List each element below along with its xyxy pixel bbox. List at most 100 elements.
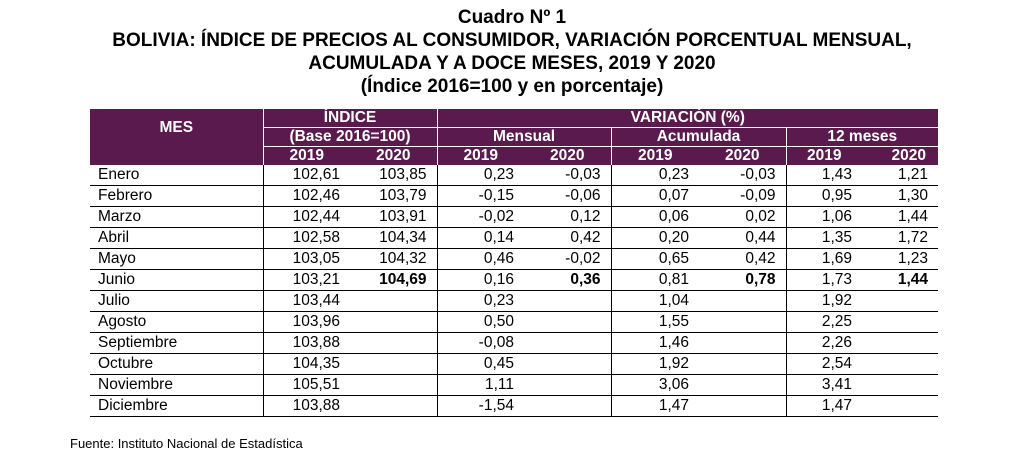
table-row: Septiembre 103,88 -0,08 1,46 2,26 — [90, 332, 939, 354]
cell-d2019: 1,73 — [785, 269, 863, 291]
header-year: 2019 — [785, 146, 863, 165]
header-variacion: VARIACIÓN (%) — [436, 109, 939, 128]
cell-i2019: 103,21 — [262, 269, 350, 291]
cell-d2019: 1,43 — [785, 165, 863, 186]
cell-d2020: 1,44 — [862, 269, 939, 291]
cell-i2019: 103,88 — [262, 395, 350, 417]
cell-m2019: 0,14 — [436, 227, 525, 249]
cell-i2019: 102,61 — [262, 165, 350, 186]
cell-a2019: 0,20 — [610, 227, 700, 249]
cell-d2019: 1,92 — [785, 290, 863, 312]
cell-m2019: 0,16 — [436, 269, 525, 291]
cell-d2019: 3,41 — [785, 374, 863, 396]
cell-a2019: 1,47 — [610, 395, 700, 417]
cell-i2020: 103,91 — [350, 206, 438, 228]
row-month: Agosto — [90, 311, 263, 333]
table-row: Noviembre 105,51 1,11 3,06 3,41 — [90, 374, 939, 396]
cell-i2020: 104,34 — [350, 227, 438, 249]
title-line-1: BOLIVIA: ÍNDICE DE PRECIOS AL CONSUMIDOR… — [112, 30, 912, 51]
cell-d2020 — [862, 290, 939, 312]
cell-a2019: 0,81 — [610, 269, 700, 291]
header-year: 2019 — [436, 146, 525, 165]
cell-m2019: 0,23 — [436, 290, 525, 312]
cell-d2020: 1,30 — [862, 185, 939, 207]
cell-a2019: 1,04 — [610, 290, 700, 312]
table-title: Cuadro Nº 1 BOLIVIA: ÍNDICE DE PRECIOS A… — [0, 6, 1024, 98]
cell-i2019: 102,46 — [262, 185, 350, 207]
cell-a2020: 0,42 — [699, 248, 787, 270]
row-month: Octubre — [90, 353, 263, 375]
cell-a2019: 0,06 — [610, 206, 700, 228]
cell-i2019: 103,05 — [262, 248, 350, 270]
cell-d2020: 1,44 — [862, 206, 939, 228]
cell-m2020: 0,42 — [524, 227, 612, 249]
header-year: 2020 — [350, 146, 438, 165]
cell-d2020 — [862, 395, 939, 417]
cell-a2019: 1,46 — [610, 332, 700, 354]
table-row: Julio 103,44 0,23 1,04 1,92 — [90, 290, 939, 312]
cell-m2019: -1,54 — [436, 395, 525, 417]
source-note: Fuente: Instituto Nacional de Estadístic… — [70, 436, 303, 451]
cell-a2019: 1,55 — [610, 311, 700, 333]
cell-a2019: 0,07 — [610, 185, 700, 207]
cell-i2019: 105,51 — [262, 374, 350, 396]
cell-a2020 — [699, 311, 787, 333]
cell-a2019: 0,23 — [610, 165, 700, 186]
price-index-table: MES ÍNDICE VARIACIÓN (%) (Base 2016=100)… — [90, 109, 939, 417]
title-subtitle: (Índice 2016=100 y en porcentaje) — [360, 76, 664, 97]
cell-i2019: 103,96 — [262, 311, 350, 333]
row-month: Septiembre — [90, 332, 263, 354]
row-month: Julio — [90, 290, 263, 312]
cell-i2020: 104,32 — [350, 248, 438, 270]
cell-m2020: -0,02 — [524, 248, 612, 270]
header-acumulada: Acumulada — [610, 127, 787, 147]
cell-a2020 — [699, 395, 787, 417]
table-row: Octubre 104,35 0,45 1,92 2,54 — [90, 353, 939, 375]
header-mensual: Mensual — [436, 127, 612, 147]
cell-d2019: 1,06 — [785, 206, 863, 228]
row-month: Diciembre — [90, 395, 263, 417]
row-month: Noviembre — [90, 374, 263, 396]
cell-m2020: 0,36 — [524, 269, 612, 291]
cell-i2019: 104,35 — [262, 353, 350, 375]
row-month: Mayo — [90, 248, 263, 270]
cell-i2020 — [350, 311, 438, 333]
cell-d2020 — [862, 311, 939, 333]
cell-i2020 — [350, 290, 438, 312]
cell-d2020 — [862, 332, 939, 354]
cell-d2019: 2,54 — [785, 353, 863, 375]
cell-m2020 — [524, 353, 612, 375]
table-row: Agosto 103,96 0,50 1,55 2,25 — [90, 311, 939, 333]
cell-i2020: 103,85 — [350, 165, 438, 186]
cell-i2020: 103,79 — [350, 185, 438, 207]
cell-a2019: 0,65 — [610, 248, 700, 270]
row-month: Abril — [90, 227, 263, 249]
cell-a2020: 0,02 — [699, 206, 787, 228]
cell-i2020 — [350, 395, 438, 417]
cell-m2020: -0,06 — [524, 185, 612, 207]
cell-d2020: 1,23 — [862, 248, 939, 270]
cell-i2020 — [350, 332, 438, 354]
table-row: Febrero 102,46 103,79 -0,15 -0,06 0,07 -0,09 0,… — [90, 185, 939, 207]
row-month: Enero — [90, 165, 263, 186]
header-year: 2020 — [524, 146, 612, 165]
header-indice: ÍNDICE — [262, 109, 438, 128]
table-row: Abril 102,58 104,34 0,14 0,42 0,20 0,44 1,35 1,7… — [90, 227, 939, 249]
cell-m2020 — [524, 332, 612, 354]
cell-d2020: 1,21 — [862, 165, 939, 186]
cuadro-number: Cuadro Nº 1 — [457, 7, 567, 28]
cell-a2020: 0,44 — [699, 227, 787, 249]
cell-i2020 — [350, 374, 438, 396]
cell-m2020 — [524, 290, 612, 312]
cell-d2020 — [862, 374, 939, 396]
cell-m2020: 0,12 — [524, 206, 612, 228]
cell-m2019: -0,15 — [436, 185, 525, 207]
cell-a2020 — [699, 290, 787, 312]
row-month: Febrero — [90, 185, 263, 207]
table-row: Junio 103,21 104,69 0,16 0,36 0,81 0,78 1,73 1,4… — [90, 269, 939, 291]
cell-i2019: 102,58 — [262, 227, 350, 249]
table-row: Enero 102,61 103,85 0,23 -0,03 0,23 -0,03 1,43 1… — [90, 165, 939, 186]
cell-d2019: 1,47 — [785, 395, 863, 417]
cell-a2019: 3,06 — [610, 374, 700, 396]
table-row: Marzo 102,44 103,91 -0,02 0,12 0,06 0,02 1,06 1,… — [90, 206, 939, 228]
